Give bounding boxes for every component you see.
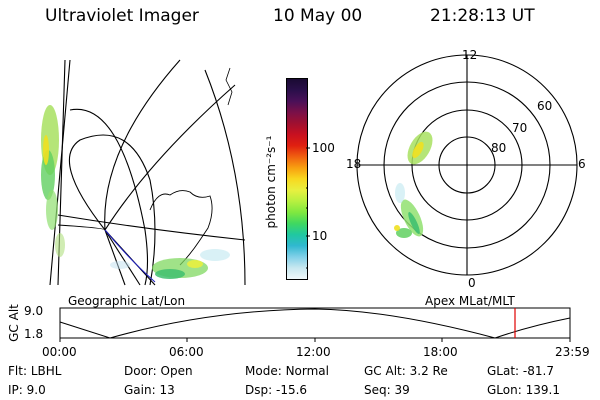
info-glon-value: 139.1: [525, 383, 560, 397]
colorbar-tick-10: 10: [312, 229, 328, 243]
mlt-label-18: 18: [346, 157, 362, 171]
timeline-ytick-1.8: 1.8: [24, 327, 44, 341]
lat-label-60: 60: [537, 99, 553, 113]
info-glat-key: GLat:: [487, 364, 520, 378]
colorbar: [286, 78, 308, 280]
info-flt-value: LBHL: [30, 364, 62, 378]
timeline-xtick-0000: 00:00: [42, 345, 77, 359]
timeline-xtick-0600: 06:00: [169, 345, 204, 359]
info-gcalt-value: 3.2 Re: [409, 364, 448, 378]
altitude-timeline: [59, 307, 571, 342]
info-glon: GLon: 139.1: [487, 383, 560, 397]
polar-panel-label: Apex MLat/MLT: [425, 294, 515, 308]
mlt-label-12: 12: [462, 48, 478, 62]
info-mode-key: Mode:: [245, 364, 282, 378]
colorbar-tick-100: 100: [312, 141, 335, 155]
timeline-ylabel: GC Alt: [7, 304, 21, 342]
info-gain-key: Gain:: [124, 383, 156, 397]
mlt-label-0: 0: [468, 276, 476, 290]
info-door-value: Open: [160, 364, 193, 378]
timeline-xtick-1800: 18:00: [423, 345, 458, 359]
timeline-ytick-9: 9.0: [24, 304, 44, 318]
info-ip: IP: 9.0: [8, 383, 46, 397]
mlt-label-6: 6: [578, 157, 586, 171]
info-mode-value: Normal: [285, 364, 329, 378]
info-door-key: Door:: [124, 364, 157, 378]
geo-panel-label: Geographic Lat/Lon: [68, 294, 186, 308]
info-glon-key: GLon:: [487, 383, 522, 397]
info-seq-value: 39: [394, 383, 410, 397]
info-dsp-key: Dsp:: [245, 383, 273, 397]
info-mode: Mode: Normal: [245, 364, 329, 378]
aurora-emission-polar: [394, 131, 433, 238]
info-gain-value: 13: [159, 383, 175, 397]
time-label: 21:28:13 UT: [430, 6, 535, 26]
info-seq: Seq: 39: [364, 383, 410, 397]
timeline-xtick-2359: 23:59: [555, 345, 590, 359]
timeline-xtick-1200: 12:00: [296, 345, 331, 359]
info-glat-value: -81.7: [522, 364, 554, 378]
colorbar-unit-label: photon cm⁻²s⁻¹: [264, 135, 278, 229]
info-flt: Flt: LBHL: [8, 364, 61, 378]
info-door: Door: Open: [124, 364, 193, 378]
info-ip-value: 9.0: [26, 383, 46, 397]
lat-label-80: 80: [491, 141, 507, 155]
geographic-map: [41, 59, 246, 286]
info-seq-key: Seq:: [364, 383, 391, 397]
date-label: 10 May 00: [273, 6, 363, 26]
aurora-emission-geo: [41, 105, 230, 279]
info-dsp-value: -15.6: [275, 383, 308, 397]
info-ip-key: IP:: [8, 383, 23, 397]
info-glat: GLat: -81.7: [487, 364, 554, 378]
info-gain: Gain: 13: [124, 383, 175, 397]
info-dsp: Dsp: -15.6: [245, 383, 307, 397]
info-gcalt: GC Alt: 3.2 Re: [364, 364, 448, 378]
info-flt-key: Flt:: [8, 364, 27, 378]
colorbar-axis: [306, 147, 310, 269]
polar-plot: [356, 54, 578, 276]
lat-label-70: 70: [512, 121, 528, 135]
info-gcalt-key: GC Alt:: [364, 364, 406, 378]
instrument-title: Ultraviolet Imager: [45, 6, 199, 26]
